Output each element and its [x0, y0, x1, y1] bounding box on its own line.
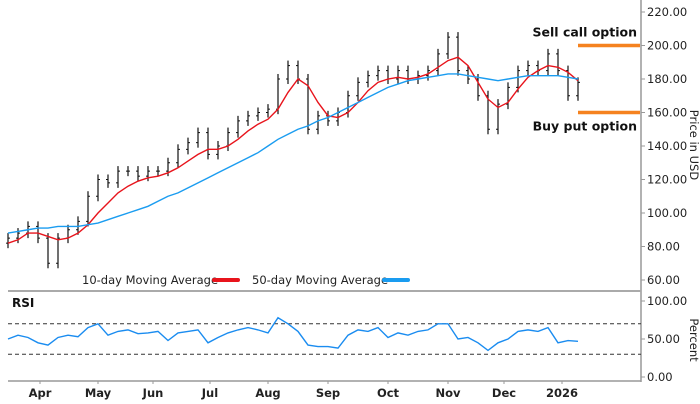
rsi-tick-label: 50.00: [647, 332, 680, 346]
month-label: Jun: [142, 386, 164, 400]
price-tick-label: 200.00: [647, 39, 687, 53]
price-tick-label: 180.00: [647, 72, 687, 86]
month-label: May: [85, 386, 112, 400]
month-label: Apr: [29, 386, 52, 400]
month-label: Dec: [492, 386, 516, 400]
ma50-line: [7, 73, 579, 234]
price-tick-label: 120.00: [647, 173, 687, 187]
legend-ma50-label: 50-day Moving Average: [252, 273, 388, 287]
price-tick-label: 160.00: [647, 106, 687, 120]
rsi-tick-label: 0.00: [647, 370, 673, 384]
month-label: Sep: [316, 386, 340, 400]
price-tick-label: 140.00: [647, 139, 687, 153]
month-label: Oct: [377, 386, 400, 400]
price-tick-label: 100.00: [647, 206, 687, 220]
buy-put-annotation: Buy put option: [533, 119, 637, 134]
rsi-axis-label: Percent: [687, 318, 700, 362]
ma10-line: [7, 56, 579, 244]
rsi-tick-label: 100.00: [647, 294, 687, 308]
month-label: Aug: [255, 386, 280, 400]
sell-call-annotation: Sell call option: [533, 25, 637, 40]
price-tick-label: 80.00: [647, 240, 680, 254]
month-label: 2026: [546, 386, 578, 400]
price-tick-label: 60.00: [647, 273, 680, 287]
price-axis-label: Price in USD: [687, 110, 700, 181]
month-label: Nov: [435, 386, 461, 400]
rsi-line: [7, 316, 579, 352]
legend-ma10-label: 10-day Moving Average: [82, 273, 218, 287]
month-label: Jul: [201, 386, 218, 400]
rsi-title: RSI: [12, 296, 34, 310]
price-tick-label: 220.00: [647, 5, 687, 19]
